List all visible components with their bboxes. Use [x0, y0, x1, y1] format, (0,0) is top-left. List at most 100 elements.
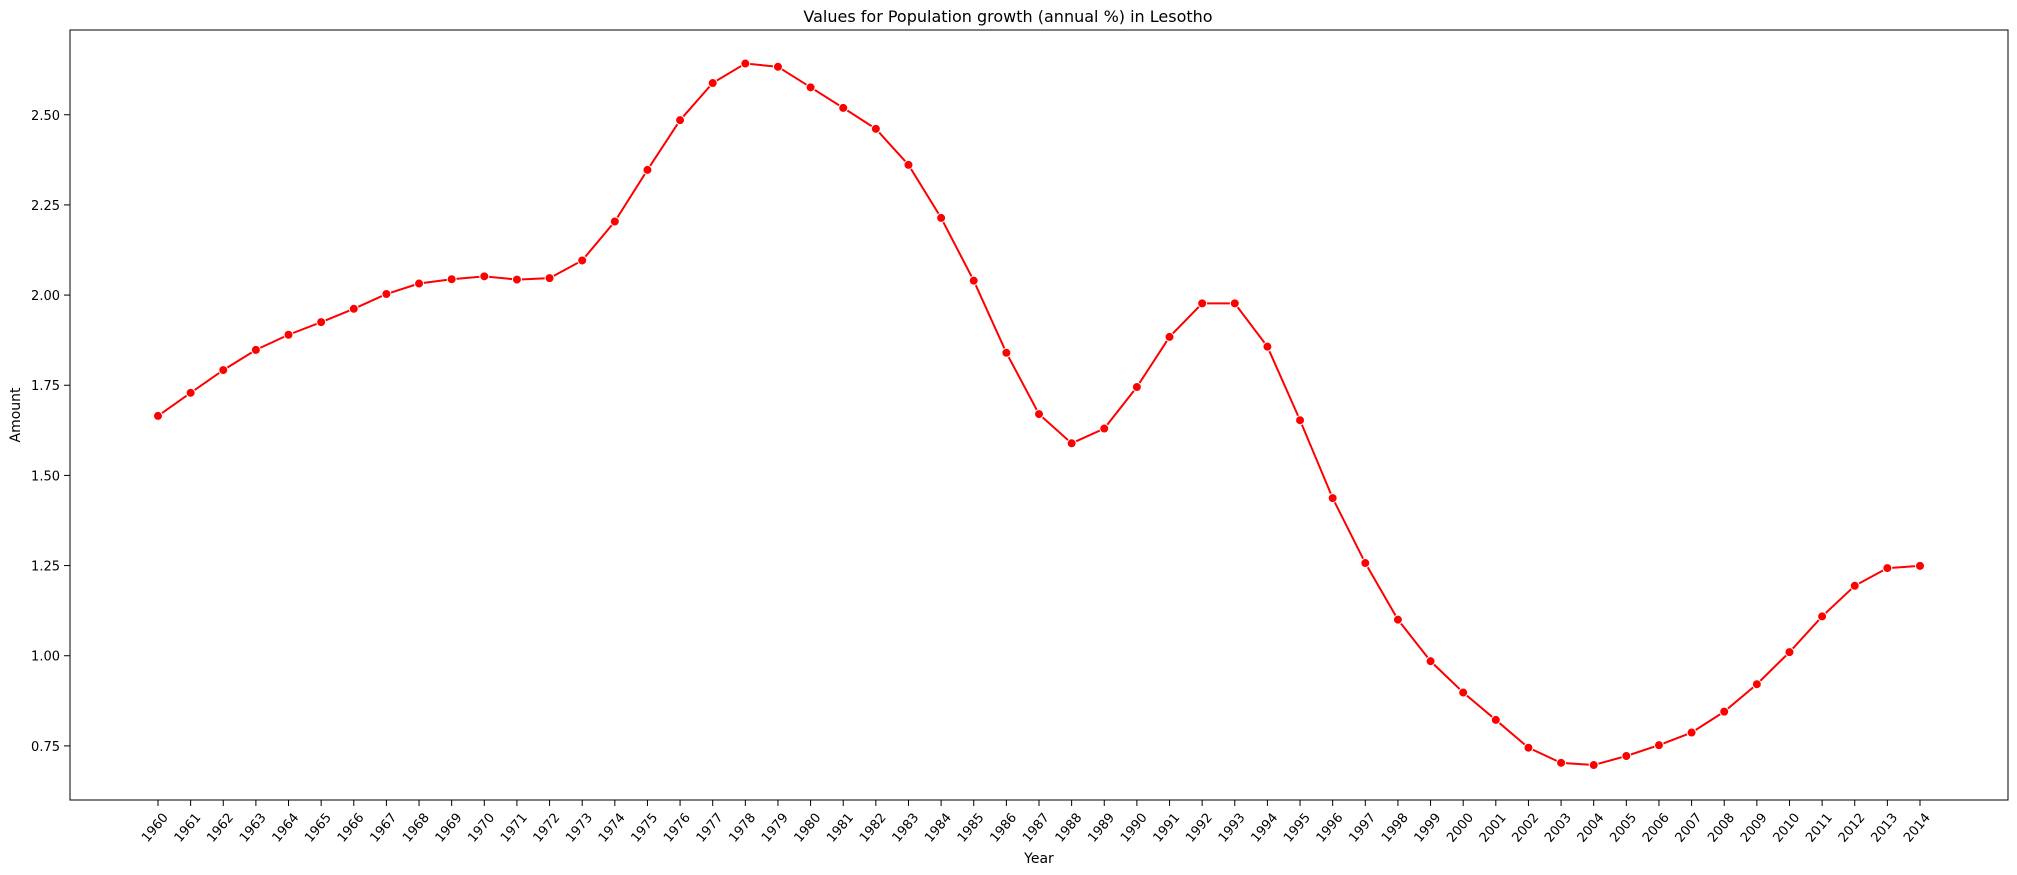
data-point [1719, 706, 1730, 717]
data-point [1001, 347, 1012, 358]
x-tick-label: 1965 [302, 811, 335, 846]
data-point [1784, 647, 1795, 658]
x-tick-label: 1983 [890, 811, 923, 846]
x-tick-label: 1979 [759, 811, 792, 846]
data-point [479, 271, 490, 282]
x-tick-label: 1964 [270, 811, 303, 846]
data-point [283, 329, 294, 340]
data-point [1066, 438, 1077, 449]
data-point [1817, 611, 1828, 622]
data-point [707, 78, 718, 89]
y-tick-label: 2.25 [31, 199, 60, 214]
x-tick-label: 2013 [1868, 811, 1901, 846]
x-tick-label: 1971 [498, 811, 531, 846]
data-point [153, 410, 163, 421]
x-tick-label: 2009 [1738, 811, 1771, 846]
x-tick-label: 2014 [1901, 811, 1934, 846]
y-tick-label: 1.75 [31, 379, 60, 394]
x-tick-label: 1962 [204, 811, 237, 846]
y-tick-label: 2.00 [31, 289, 60, 304]
x-tick-label: 1966 [335, 811, 368, 846]
data-point [1197, 298, 1208, 309]
y-tick-label: 1.00 [31, 650, 60, 665]
data-point [936, 212, 947, 223]
data-point [1392, 614, 1403, 625]
data-point [1588, 760, 1599, 771]
chart-title: Values for Population growth (annual %) … [803, 7, 1212, 26]
x-tick-label: 1989 [1085, 811, 1118, 846]
data-point [1295, 415, 1306, 426]
x-tick-label: 1977 [694, 811, 727, 846]
x-tick-label: 1987 [1020, 811, 1053, 846]
x-tick-label: 1963 [237, 811, 270, 846]
x-tick-label: 1999 [1412, 811, 1445, 846]
x-tick-label: 1978 [726, 811, 759, 846]
x-tick-label: 1993 [1216, 811, 1249, 846]
data-point [1034, 409, 1044, 420]
data-point [642, 164, 653, 175]
x-tick-label: 1969 [433, 811, 466, 846]
data-point [1556, 757, 1567, 768]
x-tick-label: 1974 [596, 811, 629, 846]
data-point [1653, 740, 1664, 751]
data-point [870, 123, 881, 134]
data-point [903, 159, 914, 170]
x-tick-label: 2010 [1771, 811, 1804, 846]
x-tick-label: 1972 [531, 811, 564, 846]
data-point [185, 387, 196, 398]
data-point [1621, 751, 1632, 761]
x-tick-label: 1967 [367, 811, 400, 846]
x-tick-label: 1980 [792, 811, 825, 846]
data-point [1229, 298, 1240, 309]
data-point [772, 61, 783, 72]
y-axis: 0.75 1.00 1.25 1.50 1.75 2.00 2.25 2.50 [31, 109, 70, 755]
x-tick-label: 2006 [1640, 811, 1673, 846]
data-point [1490, 714, 1501, 725]
data-point [544, 273, 555, 284]
data-point [1099, 423, 1110, 434]
x-tick-label: 1994 [1248, 811, 1281, 846]
data-point [1425, 656, 1436, 667]
data-point [1327, 493, 1338, 504]
x-tick-label: 2007 [1673, 811, 1706, 846]
data-point [1360, 558, 1371, 569]
data-point [250, 344, 261, 355]
x-tick-label: 1997 [1346, 811, 1379, 846]
x-tick-label: 2008 [1705, 811, 1738, 846]
x-tick-label: 1968 [400, 811, 433, 846]
y-tick-label: 2.50 [31, 109, 60, 124]
data-point [1849, 580, 1860, 591]
x-tick-label: 1960 [139, 811, 172, 846]
x-tick-label: 1992 [1183, 811, 1216, 846]
y-axis-label: Amount [8, 387, 24, 443]
data-point [1131, 382, 1142, 393]
x-tick-label: 1985 [955, 811, 988, 846]
data-point [1915, 560, 1925, 571]
x-tick-label: 2000 [1444, 811, 1477, 846]
data-point [1458, 687, 1469, 698]
data-point [511, 274, 522, 285]
series-markers [153, 58, 1925, 771]
data-point [1523, 742, 1534, 753]
x-tick-label: 1995 [1281, 811, 1314, 846]
data-point [381, 289, 392, 299]
x-tick-label: 1981 [824, 811, 857, 846]
x-tick-label: 2001 [1477, 811, 1510, 846]
data-point [1882, 563, 1893, 574]
y-tick-label: 1.50 [31, 469, 60, 484]
x-tick-label: 1970 [465, 811, 498, 846]
x-tick-label: 1998 [1379, 811, 1412, 846]
x-tick-label: 1975 [628, 811, 661, 846]
data-point [218, 365, 229, 376]
x-tick-label: 2011 [1803, 811, 1836, 846]
data-point [348, 303, 359, 314]
x-axis: 1960 1961 1962 1963 1964 1965 1966 1967 1968 1969… [139, 800, 1934, 846]
x-tick-label: 1996 [1314, 811, 1347, 846]
data-point [805, 82, 816, 93]
data-point [577, 255, 588, 266]
y-tick-label: 1.25 [31, 560, 60, 575]
data-point [609, 216, 620, 227]
x-axis-label: Year [1023, 851, 1054, 867]
x-tick-label: 2003 [1542, 811, 1575, 846]
data-point [1686, 727, 1697, 738]
